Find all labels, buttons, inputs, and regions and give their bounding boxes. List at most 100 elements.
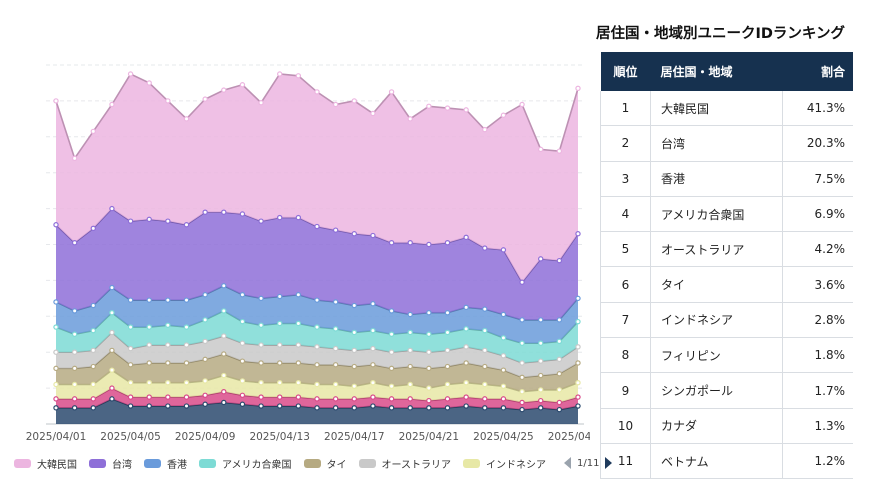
data-point [332,381,339,388]
data-point [71,396,78,402]
ranking-cell-region: フィリピン [650,337,782,374]
data-point [426,349,432,355]
legend-prev-icon[interactable] [564,457,571,469]
data-point [202,209,208,215]
data-point [314,324,320,330]
data-point [351,396,357,402]
data-point [351,363,357,370]
data-point [109,347,115,354]
data-point [258,218,264,224]
data-point [295,73,302,79]
data-point [146,297,152,303]
ranking-row: 3 香港 7.5% [600,161,853,197]
data-point [370,394,376,400]
data-point [575,394,581,400]
data-point [221,87,227,93]
data-point [556,399,563,406]
data-point [277,293,283,300]
data-point [314,381,320,388]
ranking-cell-rank: 1 [600,91,651,127]
data-point [314,223,320,230]
data-point [332,405,339,411]
data-point [519,360,525,366]
legend-item[interactable]: オーストラリア [358,456,451,471]
data-point [295,394,302,400]
ranking-cell-region: 台湾 [650,125,782,162]
data-point [538,146,544,153]
data-point [258,394,264,400]
data-point [53,405,59,411]
data-point [90,225,96,232]
ranking-cell-share: 6.9% [781,196,853,233]
data-point [295,292,302,298]
data-point [183,342,190,348]
data-point [90,327,96,334]
data-point [370,232,376,239]
data-point [109,367,115,373]
legend-item[interactable]: 大韓民国 [14,456,77,471]
data-point [351,383,357,390]
data-point [538,256,544,262]
data-point [500,405,507,411]
data-point [127,324,134,330]
legend-item[interactable]: インドネシア [463,456,546,471]
data-point [500,311,507,318]
data-point [519,279,525,285]
legend-item[interactable]: タイ [303,456,347,471]
data-point [482,381,488,388]
data-point [277,360,283,366]
ranking-cell-region: タイ [650,266,782,303]
data-point [463,304,469,311]
data-point [482,306,488,312]
data-point [314,405,320,411]
data-point [482,347,488,354]
data-point [314,344,320,350]
data-point [314,297,320,303]
data-point [463,326,469,332]
legend-item[interactable]: 香港 [144,456,187,471]
data-point [407,405,413,411]
x-tick-label: 2025/04/25 [473,431,534,443]
data-point [500,112,507,118]
data-point [183,360,190,366]
ranking-header-row: 順位 居住国・地域 割合 [600,52,853,91]
x-tick-label: 2025/04/17 [324,431,385,443]
data-point [351,329,357,336]
data-point [277,71,283,77]
data-point [277,403,283,409]
data-point [221,372,227,379]
ranking-row: 9 シンガポール 1.7% [600,372,853,409]
data-point [388,396,395,402]
legend-swatch [14,458,31,468]
ranking-row: 6 タイ 3.6% [600,266,853,303]
data-point [463,403,469,409]
ranking-row: 4 アメリカ合衆国 6.9% [600,196,853,233]
data-point [295,360,302,366]
data-point [575,380,581,386]
ranking-row: 8 フィリピン 1.8% [600,337,853,374]
data-point [482,405,488,411]
ranking-header-rank: 順位 [600,52,651,91]
data-point [53,396,59,402]
data-point [314,89,320,95]
data-point [444,405,451,411]
data-point [519,340,525,346]
data-point [519,406,525,413]
data-point [388,349,395,355]
legend-swatch [303,458,321,468]
area-series-7 [56,208,578,320]
legend-item[interactable]: 台湾 [89,456,132,471]
data-point [519,388,525,395]
ranking-row: 7 インドネシア 2.8% [600,302,853,339]
legend-swatch [89,458,106,468]
data-point [53,222,59,228]
data-point [295,214,302,221]
legend-item[interactable]: アメリカ合衆国 [199,456,292,471]
data-point [444,240,451,246]
data-point [500,396,507,402]
chart-legend: 大韓民国 台湾 香港 アメリカ合衆国 タイ オーストラリア インドネシア 1/11 [14,452,613,474]
data-point [183,380,190,386]
data-point [53,349,59,355]
ranking-row: 5 オーストラリア 4.2% [600,231,853,268]
stacked-area-chart: 2025/04/01 2025/04/05 2025/04/09 2025/04/13… [26,64,590,443]
